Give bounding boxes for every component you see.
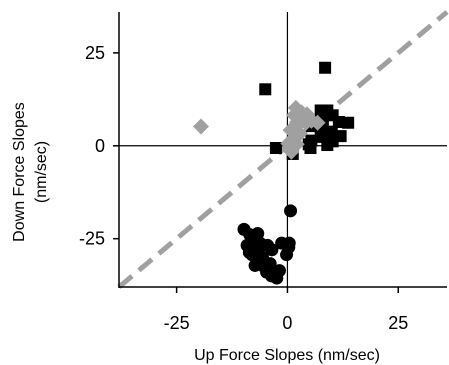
square-marker [319,61,332,74]
x-tick-label: 25 [388,313,408,333]
square-marker [342,116,355,129]
x-axis-label: Up Force Slopes (nm/sec) [194,347,380,364]
axes: -25 0 25 -25 0 25 [79,12,447,333]
plot-area [117,10,449,289]
y-axis-label-line2: (nm/sec) [33,141,50,203]
diamond-marker [290,116,307,133]
diamond-marker [193,118,209,135]
circle-marker [265,243,279,257]
y-tick-label: 0 [95,136,105,156]
diamond-marker [309,114,326,131]
x-tick-label: -25 [164,313,190,333]
square-marker [304,142,317,155]
square-marker [269,142,282,155]
diamond-marker [280,135,297,152]
circle-marker [282,236,296,250]
x-tick-label: 0 [282,313,292,333]
y-axis-label-line1: Down Force Slopes [11,102,28,242]
circle-marker [272,264,286,278]
identity-dashed-line [117,10,449,289]
circle-marker [242,245,256,259]
square-marker [259,83,272,96]
square-marker [321,139,334,152]
circle-marker [284,204,298,218]
diamond-marker [298,106,315,123]
y-tick-label: -25 [79,229,105,249]
square-marker [332,116,345,128]
y-tick-label: 25 [85,43,105,63]
